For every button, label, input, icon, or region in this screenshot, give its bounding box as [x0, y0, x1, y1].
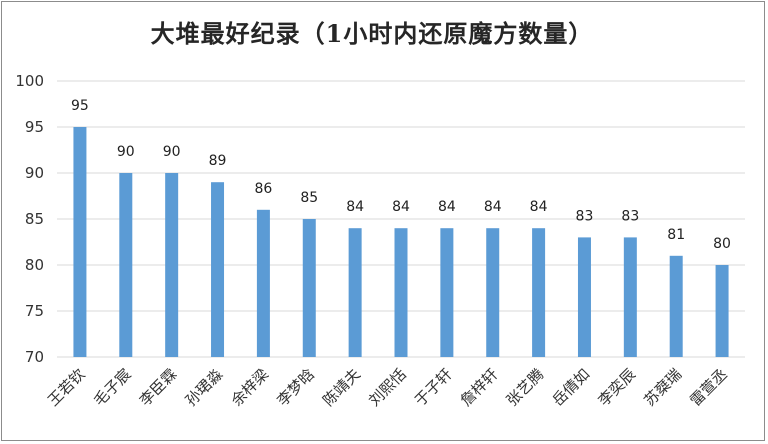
bar — [394, 228, 408, 357]
data-label: 83 — [576, 208, 594, 224]
data-label: 84 — [392, 199, 410, 215]
x-tick-label: 李梦晗 — [274, 365, 319, 410]
x-axis-labels: 王若钦 毛子宸 李臣霖 孙珺淼 余梓梁 李梦晗 陈靖夫 刘熙恬 于子轩 詹梓轩 张艺腾 岳倩如 李奕辰苏… — [44, 365, 731, 410]
x-tick-label: 李臣霖 — [136, 365, 181, 410]
y-tick-label: 95 — [25, 118, 44, 136]
x-tick-label: 雷萱丞 — [686, 365, 731, 410]
bars — [73, 127, 729, 357]
bar — [486, 228, 500, 357]
data-label: 86 — [254, 181, 272, 197]
x-tick-label: 刘熙恬 — [365, 365, 410, 410]
x-tick-label: 陈靖夫 — [319, 365, 364, 410]
bar — [211, 182, 225, 357]
data-label: 90 — [117, 144, 135, 160]
data-label: 90 — [163, 144, 181, 160]
bar — [348, 228, 362, 357]
data-label: 89 — [209, 153, 227, 169]
data-label: 85 — [300, 190, 318, 206]
data-labels: 95 90 90 89 86 85 84 84 84 84 84 83 83 81 80 — [71, 98, 731, 252]
bar — [165, 173, 179, 357]
y-tick-label: 80 — [25, 256, 44, 274]
x-tick-label: 詹梓轩 — [457, 365, 502, 410]
data-label: 84 — [438, 199, 456, 215]
y-tick-label: 75 — [25, 302, 44, 320]
bar — [532, 228, 546, 357]
chart-title: 大堆最好纪录（1小时内还原魔方数量） — [150, 19, 594, 48]
data-label: 80 — [713, 236, 731, 252]
bar — [256, 209, 270, 357]
bar — [73, 127, 87, 357]
bar — [119, 173, 133, 357]
bar — [715, 265, 729, 357]
y-tick-label: 90 — [25, 164, 44, 182]
data-label: 81 — [667, 227, 685, 243]
y-tick-label: 70 — [25, 348, 44, 366]
y-tick-label: 100 — [15, 72, 44, 90]
data-label: 84 — [530, 199, 548, 215]
x-tick-label: 王若钦 — [44, 365, 89, 410]
x-tick-label: 张艺腾 — [503, 365, 548, 410]
bar — [577, 237, 591, 357]
data-label: 95 — [71, 98, 89, 114]
bar — [669, 255, 683, 357]
x-tick-label: 于子轩 — [411, 365, 456, 410]
data-label: 84 — [484, 199, 502, 215]
x-tick-label: 李奕辰 — [595, 365, 640, 410]
x-tick-label: 岳倩如 — [549, 365, 594, 410]
x-tick-label: 苏椉瑞 — [640, 365, 685, 410]
y-tick-label: 85 — [25, 210, 44, 228]
x-tick-label: 余梓梁 — [228, 365, 273, 410]
data-label: 83 — [621, 208, 639, 224]
data-label: 84 — [346, 199, 364, 215]
bar — [623, 237, 637, 357]
bar — [302, 219, 316, 357]
x-tick-label: 孙珺淼 — [182, 365, 227, 410]
bar — [440, 228, 454, 357]
x-tick-label: 毛子宸 — [90, 365, 135, 410]
y-axis-ticks: 70 75 80 85 90 95 100 — [15, 72, 44, 366]
